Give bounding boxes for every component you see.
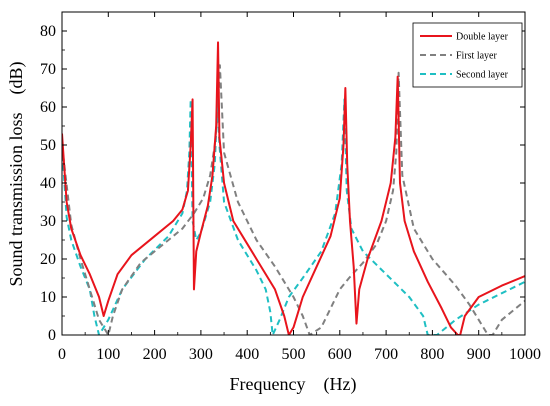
y-tick-label: 0 (48, 327, 56, 344)
y-tick-label: 10 (40, 289, 56, 306)
x-tick-label: 700 (374, 346, 398, 363)
y-tick-label: 40 (40, 175, 56, 192)
x-tick-label: 1000 (509, 346, 541, 363)
x-tick-label: 800 (420, 346, 444, 363)
series-line-0 (62, 41, 525, 335)
y-tick-label: 80 (40, 23, 56, 40)
x-tick-label: 200 (143, 346, 167, 363)
legend-label: First layer (456, 51, 497, 62)
legend-label: Double layer (456, 32, 509, 43)
y-tick-label: 70 (40, 61, 56, 78)
x-axis-label: Frequency (Hz) (230, 374, 357, 395)
legend-label: Second layer (456, 70, 509, 81)
y-tick-label: 60 (40, 99, 56, 116)
legend: Double layer First layer Second layer (412, 22, 523, 88)
x-tick-label: 100 (96, 346, 120, 363)
series-layer (62, 41, 525, 335)
y-tick-label: 50 (40, 137, 56, 154)
y-tick-label: 30 (40, 213, 56, 230)
ticks-layer: 0 100 200 300 400 500 600 700 800 900 1000 0 10 20 30 4… (40, 12, 541, 363)
x-tick-label: 900 (467, 346, 491, 363)
x-tick-label: 300 (189, 346, 213, 363)
series-line-2 (62, 98, 525, 335)
x-tick-label: 400 (235, 346, 259, 363)
series-line-1 (62, 64, 525, 335)
x-tick-label: 600 (328, 346, 352, 363)
y-axis-label: Sound transmission loss (dB) (6, 61, 27, 286)
x-tick-label: 0 (58, 346, 66, 363)
x-tick-label: 500 (282, 346, 306, 363)
y-tick-label: 20 (40, 251, 56, 268)
